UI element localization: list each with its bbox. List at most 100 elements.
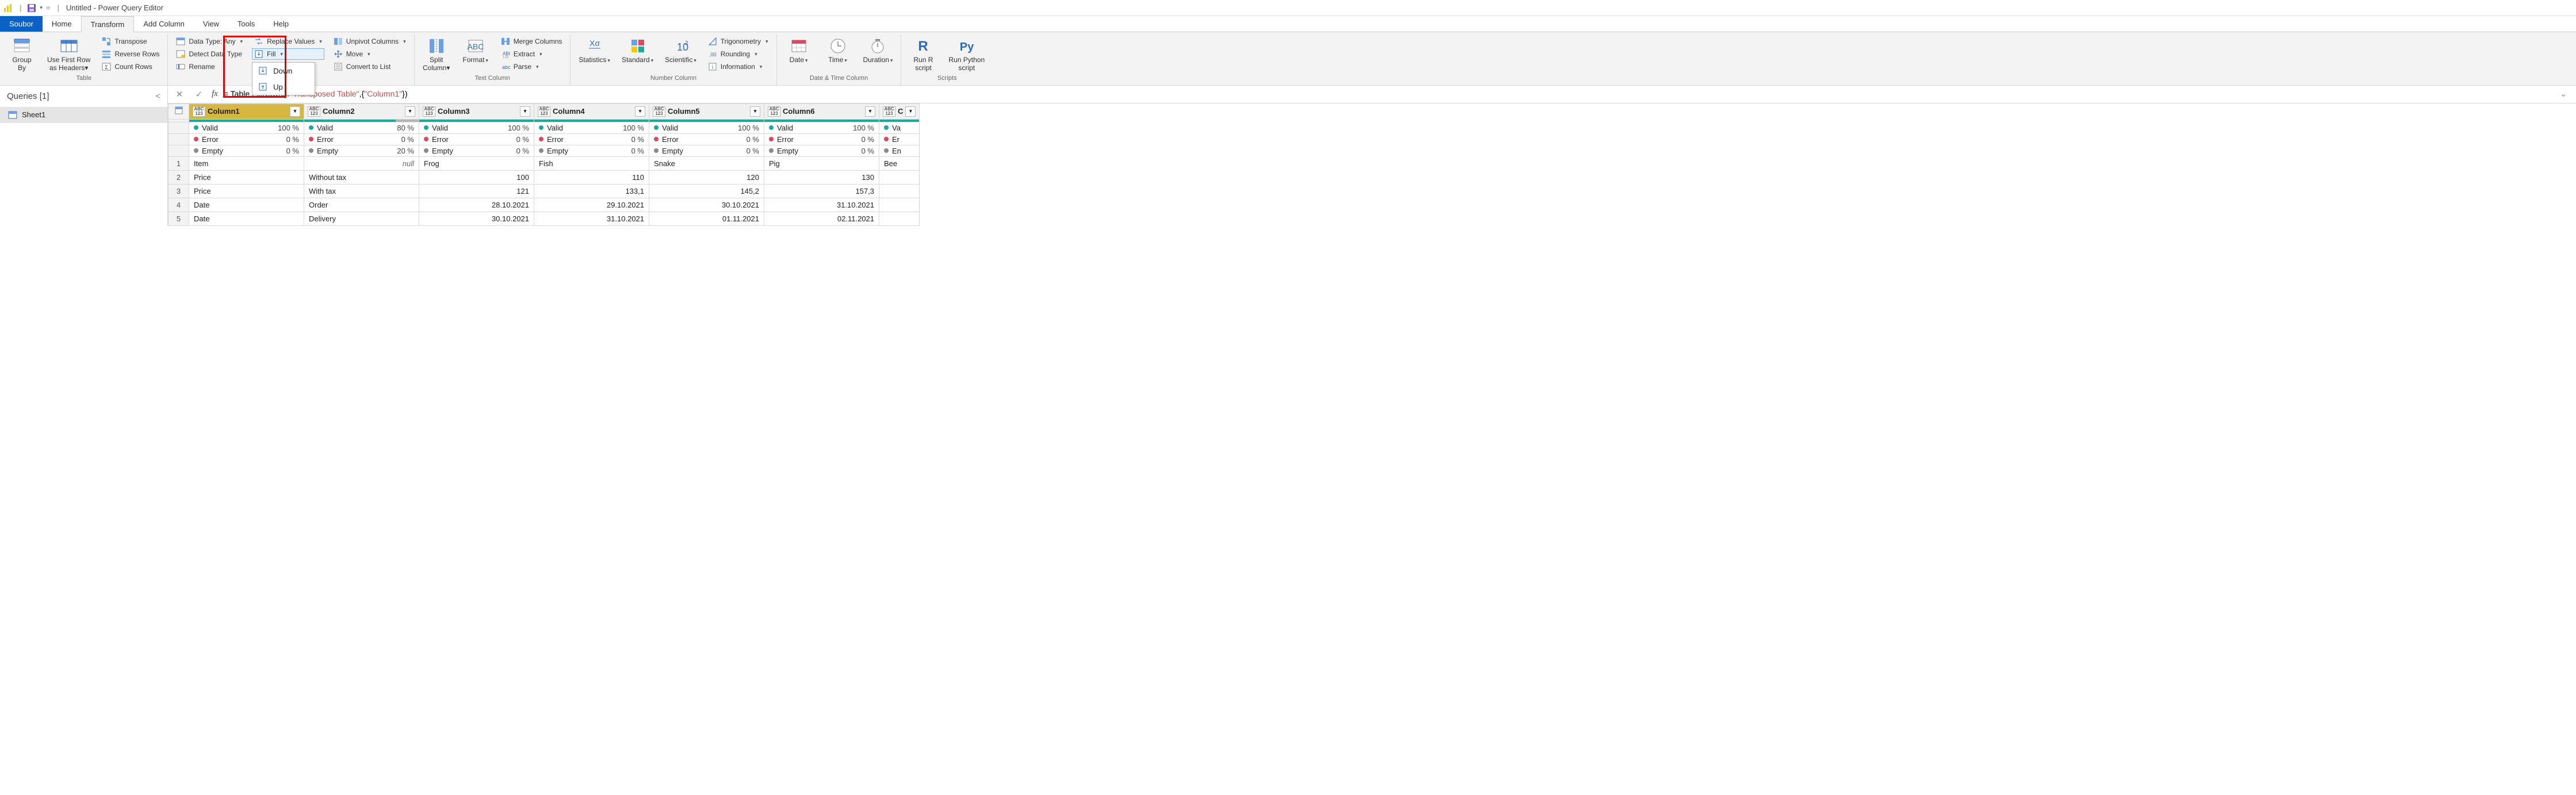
fill-up-item[interactable]: Up	[252, 79, 315, 95]
fx-icon[interactable]: fx	[212, 89, 218, 99]
column-filter-icon[interactable]: ▾	[865, 106, 875, 117]
fill-down-item[interactable]: Down	[252, 63, 315, 79]
table-cell[interactable]: Bee	[879, 156, 920, 170]
information-button[interactable]: iInformation▾	[706, 61, 771, 72]
table-cell[interactable]: Order	[304, 198, 419, 212]
table-cell[interactable]: 28.10.2021	[419, 198, 534, 212]
table-cell[interactable]: 30.10.2021	[419, 212, 534, 225]
scientific-button[interactable]: 102 Scientific▾	[663, 36, 699, 66]
table-corner-button[interactable]	[169, 103, 189, 119]
save-icon[interactable]	[27, 3, 36, 13]
qat-dropdown-icon[interactable]: ▾	[40, 5, 43, 11]
table-cell[interactable]: With tax	[304, 184, 419, 198]
table-cell[interactable]: 130	[764, 170, 879, 184]
tab-help[interactable]: Help	[264, 16, 298, 32]
table-cell[interactable]: 01.11.2021	[649, 212, 764, 225]
column-filter-icon[interactable]: ▾	[905, 106, 916, 117]
transpose-button[interactable]: Transpose	[99, 36, 162, 47]
table-cell[interactable]: 120	[649, 170, 764, 184]
unpivot-columns-button[interactable]: Unpivot Columns▾	[331, 36, 408, 47]
tab-file[interactable]: Soubor	[0, 16, 43, 32]
move-button[interactable]: Move▾	[331, 48, 408, 60]
column-type-icon[interactable]: ABC123	[423, 106, 435, 117]
duration-button[interactable]: Duration▾	[861, 36, 895, 66]
formula-expand-icon[interactable]: ⌄	[2555, 89, 2571, 99]
table-cell[interactable]: Fish	[534, 156, 649, 170]
row-number[interactable]: 5	[169, 212, 189, 225]
date-button[interactable]: Date▾	[783, 36, 815, 66]
table-cell[interactable]: 30.10.2021	[649, 198, 764, 212]
use-first-row-as-headers-button[interactable]: Use First Rowas Headers▾	[45, 36, 93, 74]
column-filter-icon[interactable]: ▾	[635, 106, 645, 117]
column-type-icon[interactable]: ABC123	[883, 106, 895, 117]
parse-button[interactable]: abcParse▾	[499, 61, 565, 72]
query-item[interactable]: Sheet1	[0, 107, 167, 123]
formula-commit-icon[interactable]: ✓	[192, 89, 206, 99]
column-filter-icon[interactable]: ▾	[520, 106, 530, 117]
column-type-icon[interactable]: ABC123	[193, 106, 205, 117]
table-cell[interactable]: 29.10.2021	[534, 198, 649, 212]
convert-to-list-button[interactable]: Convert to List	[331, 61, 408, 72]
time-button[interactable]: Time▾	[822, 36, 854, 66]
table-cell[interactable]: Date	[189, 198, 304, 212]
table-cell[interactable]	[879, 170, 920, 184]
table-cell[interactable]: 31.10.2021	[764, 198, 879, 212]
column-header[interactable]: ABC123Column4▾	[534, 103, 649, 119]
formula-text[interactable]: = Table.FillDown(#"Transposed Table",{"C…	[224, 89, 2550, 99]
table-cell[interactable]	[879, 184, 920, 198]
column-header[interactable]: ABC123Column1▾	[189, 103, 304, 119]
extract-button[interactable]: ABC123Extract▾	[499, 48, 565, 60]
run-r-script-button[interactable]: R Run Rscript	[907, 36, 939, 74]
table-cell[interactable]: null	[304, 156, 419, 170]
collapse-queries-icon[interactable]: <	[155, 91, 160, 101]
formula-cancel-icon[interactable]: ✕	[173, 89, 186, 99]
table-cell[interactable]	[879, 212, 920, 225]
table-cell[interactable]: Price	[189, 170, 304, 184]
table-cell[interactable]: Date	[189, 212, 304, 225]
detect-data-type-button[interactable]: Detect Data Type	[174, 48, 245, 60]
count-rows-button[interactable]: ΣCount Rows	[99, 61, 162, 72]
column-header[interactable]: ABC123C▾	[879, 103, 920, 119]
tab-home[interactable]: Home	[43, 16, 81, 32]
table-cell[interactable]: 133,1	[534, 184, 649, 198]
table-cell[interactable]: 145,2	[649, 184, 764, 198]
rename-button[interactable]: Rename	[174, 61, 245, 72]
tab-tools[interactable]: Tools	[228, 16, 264, 32]
group-by-button[interactable]: GroupBy	[6, 36, 38, 74]
column-type-icon[interactable]: ABC123	[308, 106, 320, 117]
table-cell[interactable]: Delivery	[304, 212, 419, 225]
table-cell[interactable]	[879, 198, 920, 212]
table-cell[interactable]: 121	[419, 184, 534, 198]
column-type-icon[interactable]: ABC123	[653, 106, 665, 117]
column-filter-icon[interactable]: ▾	[290, 106, 300, 117]
table-cell[interactable]: 100	[419, 170, 534, 184]
statistics-button[interactable]: Xσ Statistics▾	[576, 36, 613, 66]
standard-button[interactable]: Standard▾	[619, 36, 656, 66]
table-cell[interactable]: 110	[534, 170, 649, 184]
trigonometry-button[interactable]: Trigonometry▾	[706, 36, 771, 47]
column-header[interactable]: ABC123Column5▾	[649, 103, 764, 119]
format-button[interactable]: ABC Format▾	[460, 36, 492, 66]
fill-button[interactable]: Fill▾	[252, 48, 324, 60]
row-number[interactable]: 3	[169, 184, 189, 198]
split-column-button[interactable]: SplitColumn▾	[420, 36, 453, 74]
row-number[interactable]: 4	[169, 198, 189, 212]
table-cell[interactable]: 31.10.2021	[534, 212, 649, 225]
row-number[interactable]: 1	[169, 156, 189, 170]
tab-view[interactable]: View	[194, 16, 228, 32]
table-cell[interactable]: Pig	[764, 156, 879, 170]
tab-transform[interactable]: Transform	[81, 16, 135, 32]
column-type-icon[interactable]: ABC123	[768, 106, 780, 117]
table-cell[interactable]: 02.11.2021	[764, 212, 879, 225]
table-cell[interactable]: Snake	[649, 156, 764, 170]
data-type-button[interactable]: Data Type: Any▾	[174, 36, 245, 47]
replace-values-button[interactable]: Replace Values▾	[252, 36, 324, 47]
reverse-rows-button[interactable]: Reverse Rows	[99, 48, 162, 60]
table-cell[interactable]: 157,3	[764, 184, 879, 198]
column-header[interactable]: ABC123Column6▾	[764, 103, 879, 119]
column-header[interactable]: ABC123Column2▾	[304, 103, 419, 119]
table-cell[interactable]: Without tax	[304, 170, 419, 184]
table-cell[interactable]: Frog	[419, 156, 534, 170]
column-type-icon[interactable]: ABC123	[538, 106, 550, 117]
merge-columns-button[interactable]: Merge Columns	[499, 36, 565, 47]
